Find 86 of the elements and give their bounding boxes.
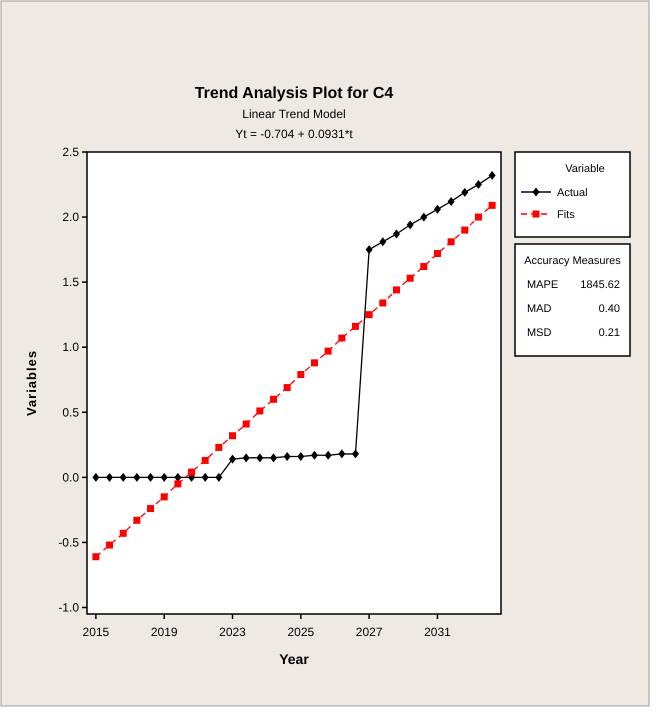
text: Accuracy Measures	[524, 255, 622, 267]
point	[379, 237, 386, 246]
point	[338, 334, 346, 342]
x-tick-label: 2027	[356, 625, 383, 639]
point	[379, 299, 386, 306]
legend-label: Fits	[557, 209, 576, 221]
point	[297, 371, 304, 378]
point	[448, 238, 455, 246]
point	[215, 444, 222, 451]
point	[434, 204, 441, 214]
point	[474, 214, 482, 221]
point	[92, 553, 100, 560]
chart-title: Trend Analysis Plot for C4	[194, 85, 394, 102]
point	[366, 311, 373, 318]
point	[256, 407, 264, 414]
point	[120, 530, 127, 537]
point	[338, 449, 346, 458]
point	[352, 449, 359, 458]
point	[324, 450, 332, 460]
x-tick-label: 2025	[287, 625, 314, 639]
y-tick-label: 0.5	[62, 405, 80, 420]
point	[406, 274, 414, 282]
x-tick-label: 2015	[82, 625, 110, 639]
y-tick-label: -1.0	[58, 600, 80, 614]
point	[229, 432, 236, 440]
point	[106, 542, 114, 549]
point	[488, 170, 496, 180]
text: MAD	[527, 303, 552, 315]
point	[106, 472, 114, 482]
x-tick-label: 2031	[424, 625, 452, 639]
point	[461, 188, 468, 197]
y-axis-title: Variables	[24, 350, 39, 416]
point	[392, 286, 400, 294]
point	[229, 454, 236, 464]
point	[366, 245, 373, 254]
point	[324, 348, 332, 355]
point	[448, 196, 455, 206]
x-tick-label: 2023	[219, 625, 246, 639]
point	[297, 452, 304, 462]
point	[310, 359, 318, 366]
point	[256, 453, 264, 462]
point	[202, 472, 209, 482]
point	[147, 505, 154, 512]
y-tick-label: -0.5	[58, 535, 80, 550]
point	[160, 472, 168, 482]
point	[120, 472, 127, 482]
point	[420, 263, 428, 270]
chart-subtitle: Linear Trend Model Yt = -0.704 + 0.0931*t	[235, 107, 354, 141]
point	[461, 226, 468, 234]
text: MAPE	[527, 279, 558, 291]
point	[147, 472, 154, 482]
point	[420, 212, 428, 222]
point	[92, 472, 100, 482]
point	[310, 450, 318, 460]
legend-title: Variable	[565, 163, 605, 175]
point	[270, 453, 278, 462]
point	[406, 220, 414, 230]
point	[174, 480, 182, 488]
point	[270, 396, 278, 403]
point	[284, 384, 291, 392]
point	[284, 452, 291, 462]
legend-label: Actual	[557, 187, 588, 199]
point	[242, 420, 250, 428]
point	[202, 456, 209, 464]
y-tick-label: 1.5	[62, 275, 80, 290]
x-tick-label: 2019	[150, 625, 178, 639]
point	[392, 229, 400, 238]
point	[160, 493, 168, 500]
point	[188, 468, 196, 476]
point	[352, 322, 359, 330]
point	[215, 472, 222, 482]
point	[133, 472, 140, 482]
text: 0.40	[598, 303, 620, 315]
point	[488, 202, 496, 209]
y-tick-label: 1.0	[62, 340, 80, 354]
point	[434, 250, 441, 258]
y-tick-label: 2.0	[62, 210, 80, 224]
x-axis-title: Year	[279, 651, 310, 667]
point	[474, 180, 482, 190]
y-tick-label: 0.0	[62, 470, 80, 484]
text: MSD	[527, 327, 552, 339]
y-tick-label: 2.5	[62, 145, 80, 159]
point	[242, 453, 250, 462]
text: 0.21	[598, 327, 620, 339]
point	[133, 516, 140, 524]
text: 1845.62	[580, 279, 620, 291]
